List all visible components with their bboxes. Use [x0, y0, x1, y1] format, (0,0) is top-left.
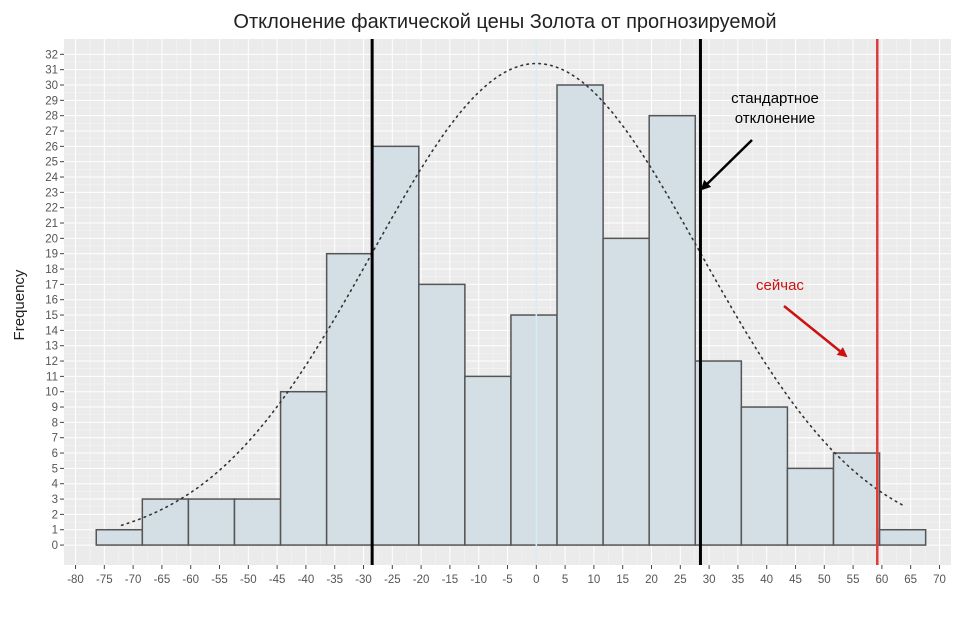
- y-tick-label: 25: [45, 157, 58, 169]
- y-tick-label: 30: [45, 80, 58, 92]
- histogram-bar: [371, 145, 420, 546]
- x-tick-label: 70: [933, 574, 946, 586]
- x-tick-label: -65: [154, 574, 171, 586]
- y-tick-label: 4: [52, 479, 59, 491]
- y-tick-label: 21: [45, 218, 58, 230]
- x-tick-label: 30: [703, 574, 716, 586]
- chart-title: Отклонение фактической цены Золота от пр…: [233, 11, 776, 33]
- histogram-bar: [832, 452, 881, 546]
- x-tick-label: 5: [562, 574, 568, 586]
- x-tick-label: -75: [96, 574, 113, 586]
- y-tick-label: 14: [45, 325, 58, 337]
- y-tick-label: 19: [45, 249, 58, 261]
- x-tick-label: -60: [182, 574, 199, 586]
- y-tick-label: 7: [52, 433, 58, 445]
- sd-annotation-text: стандартное: [731, 90, 819, 107]
- y-tick-label: 11: [46, 371, 58, 383]
- x-tick-label: 45: [789, 574, 802, 586]
- y-tick-label: 26: [45, 141, 58, 153]
- x-tick-label: 25: [674, 574, 687, 586]
- x-tick-label: -45: [269, 574, 286, 586]
- x-tick-label: 55: [847, 574, 860, 586]
- x-tick-label: -30: [355, 574, 372, 586]
- y-tick-label: 13: [45, 341, 58, 353]
- x-tick-label: -70: [125, 574, 142, 586]
- x-tick-label: -5: [502, 574, 512, 586]
- x-tick-label: 20: [645, 574, 658, 586]
- histogram-bar: [556, 84, 604, 546]
- x-tick-label: -50: [240, 574, 257, 586]
- x-tick-label: -10: [470, 574, 487, 586]
- y-tick-label: 15: [45, 310, 58, 322]
- x-tick-label: -25: [384, 574, 401, 586]
- histogram-bar: [233, 498, 282, 546]
- x-tick-label: 0: [533, 574, 539, 586]
- x-tick-label: -80: [67, 574, 84, 586]
- y-tick-label: 28: [45, 111, 58, 123]
- y-tick-label: 5: [52, 463, 58, 475]
- x-tick-label: -40: [298, 574, 315, 586]
- histogram-bar: [187, 498, 236, 546]
- y-tick-label: 22: [45, 203, 58, 215]
- x-tick-label: 60: [875, 574, 888, 586]
- plot-panel: 0123456789101112131415161718192021222324…: [45, 39, 951, 586]
- y-tick-label: 3: [52, 494, 58, 506]
- x-tick-label: 65: [904, 574, 917, 586]
- y-tick-label: 1: [52, 525, 58, 537]
- histogram-bar: [510, 314, 558, 546]
- y-tick-label: 32: [45, 49, 58, 61]
- histogram-bar: [648, 114, 697, 546]
- x-tick-label: 40: [760, 574, 773, 586]
- y-tick-label: 29: [45, 95, 58, 107]
- y-tick-label: 23: [45, 187, 58, 199]
- x-tick-label: -35: [326, 574, 343, 586]
- x-tick-label: 35: [731, 574, 744, 586]
- histogram-bar: [464, 375, 512, 546]
- histogram-bar: [141, 498, 190, 546]
- y-tick-label: 31: [45, 65, 58, 77]
- histogram-bar: [279, 390, 328, 546]
- x-tick-label: -55: [211, 574, 228, 586]
- y-tick-label: 8: [52, 417, 58, 429]
- now-annotation-arrow: [783, 305, 848, 358]
- y-tick-label: 27: [45, 126, 58, 138]
- y-axis-label: Frequency: [11, 269, 28, 340]
- y-tick-label: 17: [45, 279, 58, 291]
- y-tick-label: 6: [52, 448, 58, 460]
- x-tick-label: 10: [587, 574, 600, 586]
- x-tick-label: 15: [616, 574, 629, 586]
- y-tick-label: 0: [52, 540, 58, 552]
- x-tick-label: -15: [442, 574, 459, 586]
- histogram-bar: [602, 237, 650, 546]
- sd-annotation-arrow: [700, 139, 753, 191]
- now-annotation-text: сейчас: [756, 277, 804, 294]
- x-tick-label: 50: [818, 574, 831, 586]
- histogram-bar: [95, 528, 144, 546]
- y-tick-label: 9: [52, 402, 58, 414]
- y-tick-label: 16: [45, 295, 58, 307]
- y-tick-label: 24: [45, 172, 58, 184]
- sd-annotation-text: отклонение: [735, 110, 816, 127]
- histogram-bar: [740, 406, 789, 546]
- histogram-bar: [694, 360, 743, 546]
- y-tick-label: 10: [45, 387, 58, 399]
- y-tick-label: 18: [45, 264, 58, 276]
- histogram-bar: [418, 283, 466, 546]
- histogram-bar: [878, 528, 927, 546]
- histogram-bar: [325, 252, 374, 546]
- histogram-bar: [786, 467, 835, 546]
- y-tick-label: 12: [45, 356, 58, 368]
- x-tick-label: -20: [413, 574, 430, 586]
- y-tick-label: 20: [45, 233, 58, 245]
- y-tick-label: 2: [52, 509, 58, 521]
